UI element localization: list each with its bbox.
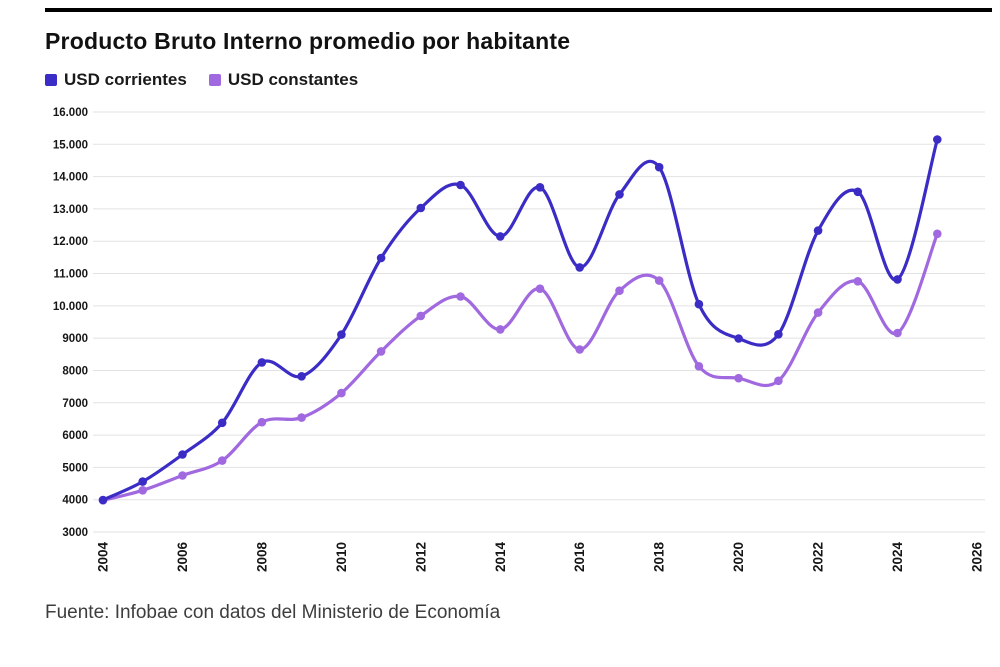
svg-text:9000: 9000: [62, 333, 88, 345]
svg-text:14.000: 14.000: [53, 172, 88, 184]
legend-item-corrientes: USD corrientes: [45, 70, 187, 90]
chart-area: 3000 4000 5000 6000 7000 8000 9000 10.000 11.000…: [45, 100, 990, 592]
source-attribution: Fuente: Infobae con datos del Ministerio…: [45, 602, 501, 623]
legend-item-constantes: USD constantes: [208, 70, 359, 90]
svg-text:2024: 2024: [890, 542, 905, 573]
svg-text:4000: 4000: [62, 495, 88, 507]
svg-text:11.000: 11.000: [53, 269, 88, 281]
svg-text:16.000: 16.000: [53, 107, 88, 119]
page-title: Producto Bruto Interno promedio por habi…: [45, 28, 571, 54]
svg-text:2010: 2010: [334, 542, 349, 572]
legend-label: USD constantes: [227, 70, 359, 89]
svg-text:2014: 2014: [493, 542, 508, 573]
svg-text:2020: 2020: [731, 542, 746, 572]
legend-label: USD corrientes: [64, 70, 187, 89]
top-rule: [45, 8, 992, 12]
svg-text:13.000: 13.000: [53, 204, 88, 216]
svg-text:8000: 8000: [62, 365, 88, 377]
legend: USD corrientes USD constantes: [45, 70, 988, 90]
svg-text:2012: 2012: [413, 542, 428, 572]
svg-text:2006: 2006: [175, 542, 190, 573]
svg-text:5000: 5000: [62, 462, 88, 474]
svg-text:2018: 2018: [652, 542, 667, 573]
legend-swatch: [45, 74, 57, 86]
svg-text:2026: 2026: [970, 542, 985, 573]
svg-text:2016: 2016: [572, 542, 587, 573]
svg-text:15.000: 15.000: [53, 139, 88, 151]
legend-swatch: [208, 74, 221, 86]
svg-text:2022: 2022: [811, 542, 826, 572]
svg-text:10.000: 10.000: [53, 301, 88, 313]
chart-svg: 3000 4000 5000 6000 7000 8000 9000 10.000 11.000…: [53, 107, 985, 573]
svg-text:6000: 6000: [62, 430, 88, 442]
svg-text:7000: 7000: [62, 398, 88, 410]
svg-text:2004: 2004: [96, 542, 111, 573]
svg-text:3000: 3000: [62, 527, 88, 539]
svg-text:2008: 2008: [254, 542, 269, 573]
svg-text:12.000: 12.000: [53, 236, 88, 248]
